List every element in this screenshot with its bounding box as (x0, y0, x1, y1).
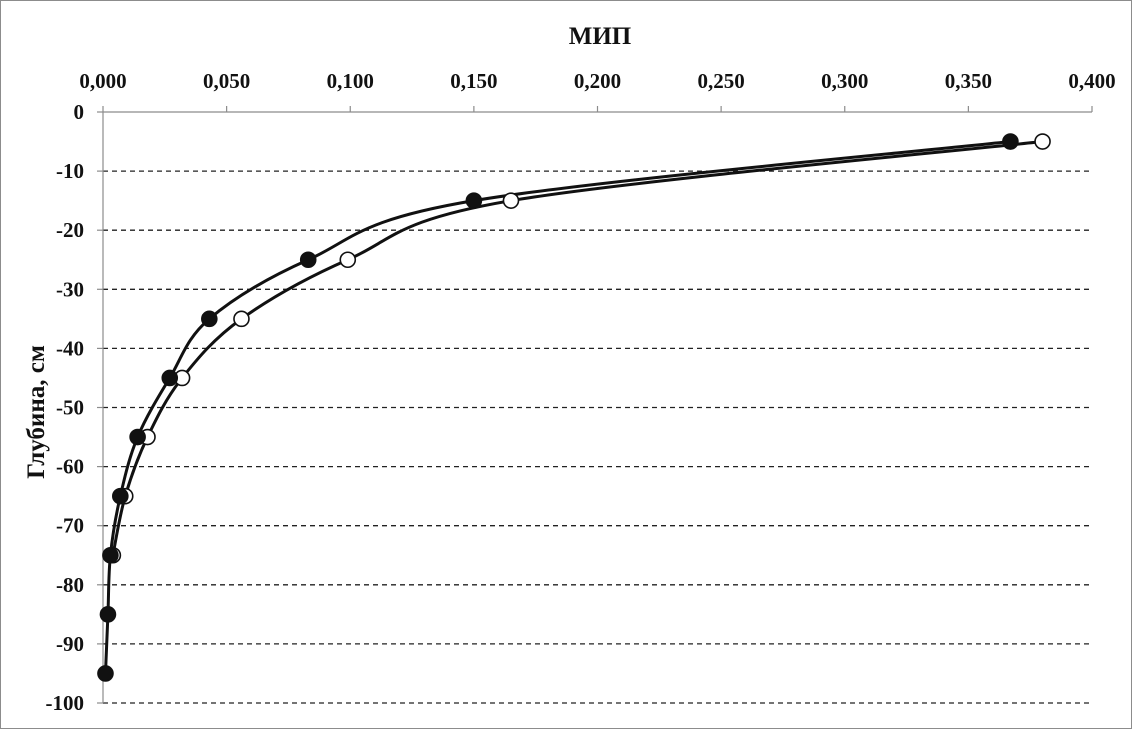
y-tick-label: -10 (56, 159, 84, 183)
data-point-open (1034, 133, 1051, 150)
data-point-filled (1002, 133, 1019, 150)
x-tick-label: 0,050 (203, 69, 250, 93)
y-tick-label: -60 (56, 455, 84, 479)
data-point-filled (299, 251, 317, 269)
y-tick-label: -90 (56, 632, 84, 656)
data-point-open (233, 310, 250, 328)
axes (97, 106, 1093, 704)
series (97, 133, 1051, 682)
x-tick-label: 0,150 (450, 69, 497, 93)
data-point-filled (102, 546, 119, 564)
y-tick-label: -100 (46, 691, 85, 715)
data-point-filled (161, 369, 179, 387)
x-tick-label: 0,000 (79, 69, 126, 93)
y-tick-label: -70 (56, 514, 84, 538)
grid-lines (103, 170, 1092, 704)
data-point-open (502, 192, 520, 209)
tick-labels: 0,000 0,050 0,100 0,150 0,200 0,250 0,300 0,350… (46, 69, 1116, 715)
y-tick-label: -30 (56, 277, 84, 301)
data-point-filled (129, 428, 146, 446)
y-tick-label: -80 (56, 573, 84, 597)
data-point-open (339, 251, 357, 269)
x-tick-label: 0,400 (1068, 69, 1115, 93)
x-tick-label: 0,100 (327, 69, 374, 93)
x-axis-title: МИП (569, 23, 632, 50)
data-point-filled (465, 192, 483, 209)
y-tick-label: -20 (56, 218, 84, 242)
y-tick-label: -50 (56, 396, 84, 420)
x-tick-label: 0,300 (821, 69, 868, 93)
y-axis-title: Глубина, см (23, 345, 50, 479)
x-tick-label: 0,350 (945, 69, 992, 93)
data-point-filled (112, 487, 129, 505)
x-tick-label: 0,250 (698, 69, 745, 93)
data-point-filled (99, 606, 117, 623)
y-tick-label: 0 (74, 100, 85, 124)
y-tick-label: -40 (56, 336, 84, 360)
data-point-filled (97, 665, 114, 682)
series-line-open-circle (111, 140, 1043, 556)
x-tick-label: 0,200 (574, 69, 621, 93)
data-point-filled (201, 310, 218, 328)
